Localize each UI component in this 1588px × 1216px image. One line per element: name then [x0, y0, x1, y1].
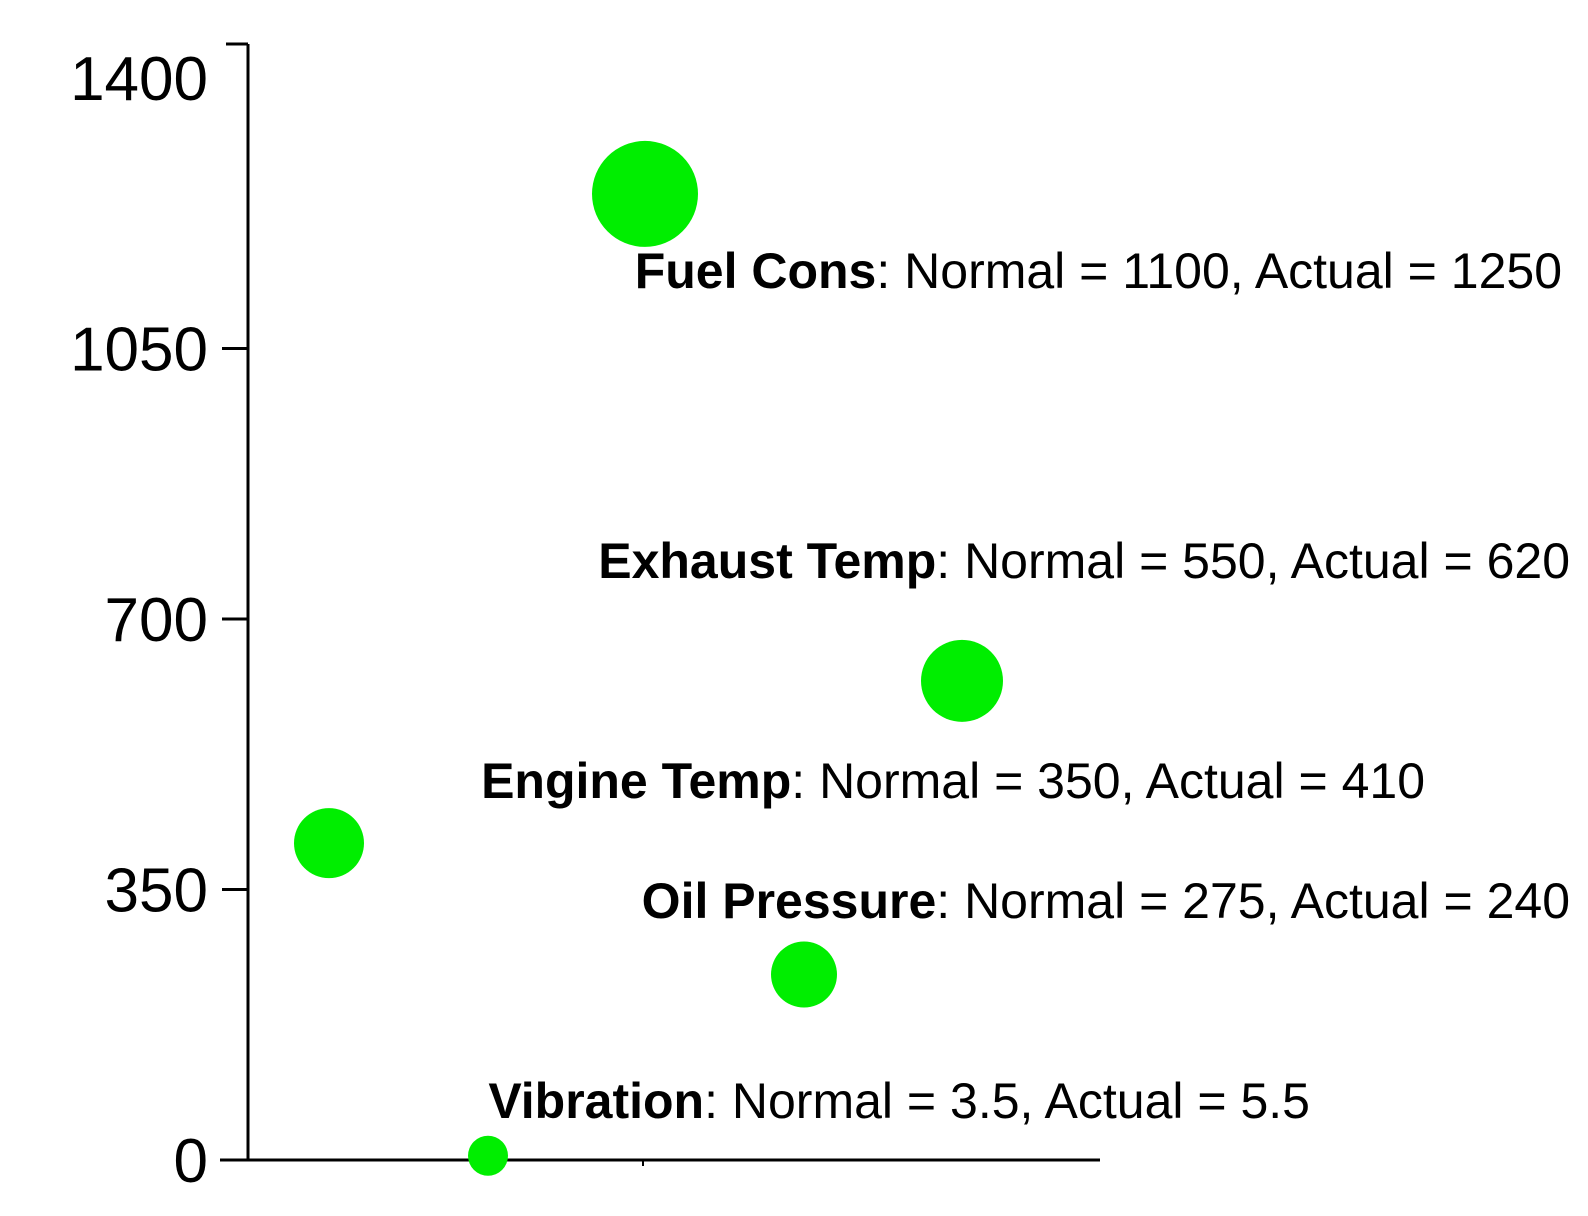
point-label-name: Oil Pressure: [642, 873, 937, 929]
y-tick-label: 350: [105, 857, 208, 926]
y-tick-label: 0: [174, 1127, 208, 1196]
y-tick-label: 1400: [70, 45, 208, 114]
bubble-exhaust-temp: [921, 639, 1003, 722]
point-label-fuel-cons: Fuel Cons: Normal = 1100, Actual = 1250: [635, 243, 1562, 299]
point-label-values: : Normal = 550, Actual = 620: [936, 533, 1570, 589]
point-label-vibration: Vibration: Normal = 3.5, Actual = 5.5: [488, 1073, 1310, 1129]
point-label-values: : Normal = 1100, Actual = 1250: [876, 243, 1562, 299]
bubble-vibration: [468, 1135, 508, 1176]
bubble-engine-temp: [294, 808, 364, 879]
point-label-name: Exhaust Temp: [598, 533, 936, 589]
point-label-oil-pressure: Oil Pressure: Normal = 275, Actual = 240: [642, 873, 1570, 929]
bubble-oil-pressure: [771, 941, 837, 1008]
point-label-exhaust-temp: Exhaust Temp: Normal = 550, Actual = 620: [598, 533, 1570, 589]
point-label-name: Fuel Cons: [635, 243, 877, 299]
point-label-engine-temp: Engine Temp: Normal = 350, Actual = 410: [481, 753, 1425, 809]
point-label-name: Vibration: [488, 1073, 704, 1129]
chart-bubbles: [294, 140, 1003, 1176]
y-tick-label: 700: [105, 586, 208, 655]
chart-axes: [220, 42, 1100, 1166]
y-axis-ticks: 0 350 700 1050 1400: [70, 45, 248, 1196]
bubble-fuel-cons: [592, 140, 698, 247]
chart-point-labels: Fuel Cons: Normal = 1100, Actual = 1250 E…: [481, 243, 1570, 1129]
point-label-name: Engine Temp: [481, 753, 791, 809]
point-label-values: : Normal = 3.5, Actual = 5.5: [704, 1073, 1310, 1129]
point-label-values: : Normal = 275, Actual = 240: [936, 873, 1570, 929]
point-label-values: : Normal = 350, Actual = 410: [791, 753, 1425, 809]
y-tick-label: 1050: [70, 316, 208, 385]
